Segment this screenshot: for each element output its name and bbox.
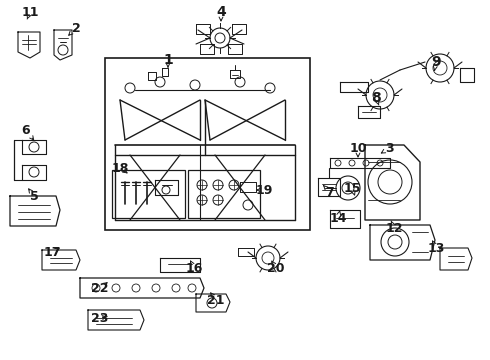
Text: 15: 15: [343, 181, 361, 194]
Text: 11: 11: [21, 5, 39, 18]
Text: 21: 21: [207, 293, 225, 306]
Text: 5: 5: [29, 189, 38, 202]
Text: 20: 20: [267, 261, 285, 274]
Text: 2: 2: [72, 22, 80, 35]
Bar: [105, 58, 310, 230]
Text: 14: 14: [329, 212, 347, 225]
Bar: [112, 170, 185, 218]
Text: 12: 12: [385, 221, 403, 234]
Text: 3: 3: [386, 141, 394, 154]
Text: 18: 18: [111, 162, 129, 175]
Text: 1: 1: [163, 53, 173, 67]
Text: 4: 4: [216, 5, 226, 19]
Text: 19: 19: [255, 184, 273, 197]
Text: 8: 8: [371, 91, 381, 105]
Text: 7: 7: [326, 185, 334, 198]
Text: 16: 16: [185, 261, 203, 274]
Text: 6: 6: [22, 123, 30, 136]
Text: 17: 17: [43, 246, 61, 258]
Text: 10: 10: [349, 141, 367, 154]
Bar: [188, 170, 260, 218]
Text: 22: 22: [91, 282, 109, 294]
Text: 9: 9: [431, 55, 441, 69]
Text: 13: 13: [427, 242, 445, 255]
Text: 23: 23: [91, 311, 109, 324]
